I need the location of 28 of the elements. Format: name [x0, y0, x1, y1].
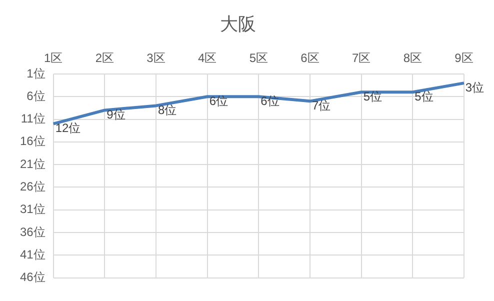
- data-label: 9位: [106, 108, 126, 122]
- x-tick-label: 7区: [352, 51, 371, 66]
- x-tick-label: 8区: [403, 51, 422, 66]
- y-tick-label: 16位: [20, 134, 46, 148]
- y-tick-label: 36位: [20, 224, 46, 239]
- data-label: 12位: [55, 121, 81, 136]
- y-tick-label: 26位: [20, 180, 46, 194]
- x-tick-label: 3区: [146, 51, 166, 66]
- y-tick-label: 11位: [20, 112, 46, 126]
- x-tick-label: 5区: [249, 51, 268, 66]
- x-tick-label: 4区: [198, 51, 217, 66]
- y-tick-label: 21位: [20, 156, 46, 171]
- y-tick-label: 6位: [26, 88, 46, 103]
- chart-title: 大阪: [220, 14, 256, 34]
- data-label: 8位: [158, 103, 177, 118]
- data-label: 7位: [312, 98, 331, 112]
- y-tick-label: 46位: [20, 270, 46, 284]
- data-label: 5位: [414, 89, 434, 104]
- y-tick-label: 1位: [26, 66, 46, 80]
- y-tick-label: 31位: [20, 202, 46, 216]
- data-label: 6位: [209, 94, 228, 108]
- data-label: 3位: [465, 80, 484, 94]
- x-tick-label: 1区: [44, 51, 63, 66]
- y-tick-label: 41位: [20, 247, 46, 262]
- x-tick-label: 2区: [95, 51, 114, 66]
- x-tick-label: 9区: [454, 51, 474, 66]
- data-label: 5位: [363, 89, 382, 104]
- x-tick-label: 6区: [300, 51, 320, 66]
